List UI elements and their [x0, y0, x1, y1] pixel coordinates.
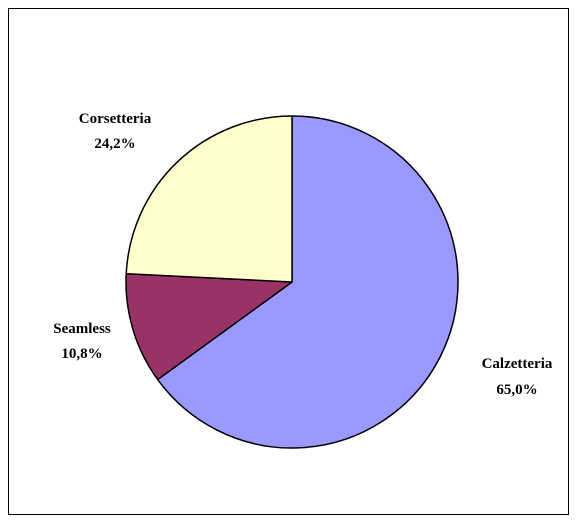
label-name-seamless: Seamless [53, 321, 111, 337]
pie-slice-seamless [125, 272, 293, 381]
pie-slices [125, 115, 459, 449]
label-name-calzetteria: Calzetteria [482, 356, 553, 372]
pie-slice-calzetteria [156, 115, 459, 449]
label-value-corsetteria: 24,2% [94, 136, 135, 152]
label-value-seamless: 10,8% [61, 346, 102, 362]
pie-slice-corsetteria [125, 115, 293, 283]
label-value-calzetteria: 65,0% [496, 382, 537, 398]
label-name-corsetteria: Corsetteria [79, 111, 152, 127]
